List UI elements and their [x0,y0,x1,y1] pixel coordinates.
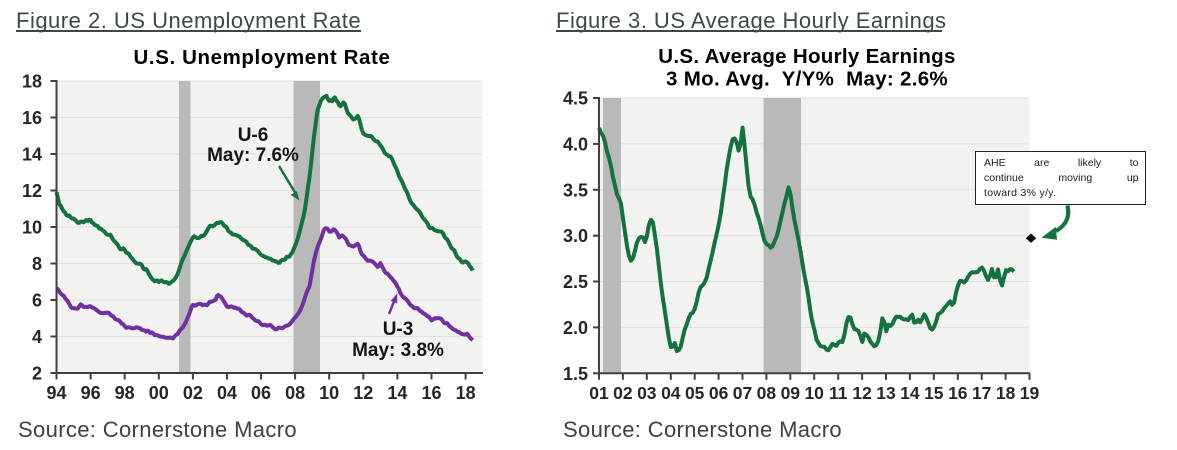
svg-text:12: 12 [22,181,42,201]
svg-text:04: 04 [661,383,681,403]
svg-text:U.S. Unemployment Rate: U.S. Unemployment Rate [134,46,391,69]
svg-text:12: 12 [353,383,373,403]
svg-text:96: 96 [81,383,101,403]
svg-text:03: 03 [637,383,657,403]
svg-text:02: 02 [183,383,203,403]
svg-text:2.5: 2.5 [563,272,588,292]
svg-text:18: 18 [996,383,1016,403]
svg-text:16: 16 [948,383,968,403]
svg-text:19: 19 [1020,383,1040,403]
svg-text:17: 17 [972,383,991,403]
svg-text:07: 07 [733,383,752,403]
svg-text:3.0: 3.0 [563,226,588,246]
svg-text:4.5: 4.5 [563,89,588,109]
svg-text:14: 14 [387,383,407,403]
svg-text:94: 94 [46,383,66,403]
svg-text:13: 13 [876,383,896,403]
svg-text:16: 16 [22,108,42,128]
svg-text:00: 00 [149,383,169,403]
svg-text:2.0: 2.0 [563,318,588,338]
svg-text:3.5: 3.5 [563,180,588,200]
svg-text:16: 16 [421,383,441,403]
svg-text:06: 06 [709,383,729,403]
svg-text:4: 4 [32,327,42,347]
svg-text:01: 01 [589,383,609,403]
svg-text:98: 98 [115,383,135,403]
svg-text:10: 10 [319,383,339,403]
svg-text:05: 05 [685,383,705,403]
svg-text:14: 14 [900,383,920,403]
svg-text:06: 06 [251,383,271,403]
svg-text:May: 7.6%: May: 7.6% [207,145,299,166]
svg-text:08: 08 [757,383,777,403]
svg-text:U-3: U-3 [383,319,414,340]
svg-text:09: 09 [781,383,801,403]
svg-text:15: 15 [924,383,944,403]
svg-text:U-6: U-6 [238,125,269,146]
svg-text:U.S. Average Hourly Earnings: U.S. Average Hourly Earnings [658,45,955,68]
svg-text:12: 12 [852,383,872,403]
svg-text:18: 18 [22,72,42,92]
svg-text:6: 6 [32,291,42,311]
svg-text:02: 02 [613,383,633,403]
svg-text:4.0: 4.0 [563,134,588,154]
svg-text:May: 3.8%: May: 3.8% [352,340,444,361]
svg-text:11: 11 [829,383,848,403]
svg-text:10: 10 [22,218,42,238]
svg-text:14: 14 [22,145,42,165]
svg-text:3 Mo. Avg. Y/Y% May: 2.6%: 3 Mo. Avg. Y/Y% May: 2.6% [666,68,948,91]
svg-text:04: 04 [217,383,237,403]
svg-text:2: 2 [32,364,42,384]
svg-text:10: 10 [804,383,824,403]
svg-text:8: 8 [32,254,42,274]
svg-text:1.5: 1.5 [563,364,588,384]
svg-text:18: 18 [456,383,476,403]
svg-text:08: 08 [285,383,305,403]
